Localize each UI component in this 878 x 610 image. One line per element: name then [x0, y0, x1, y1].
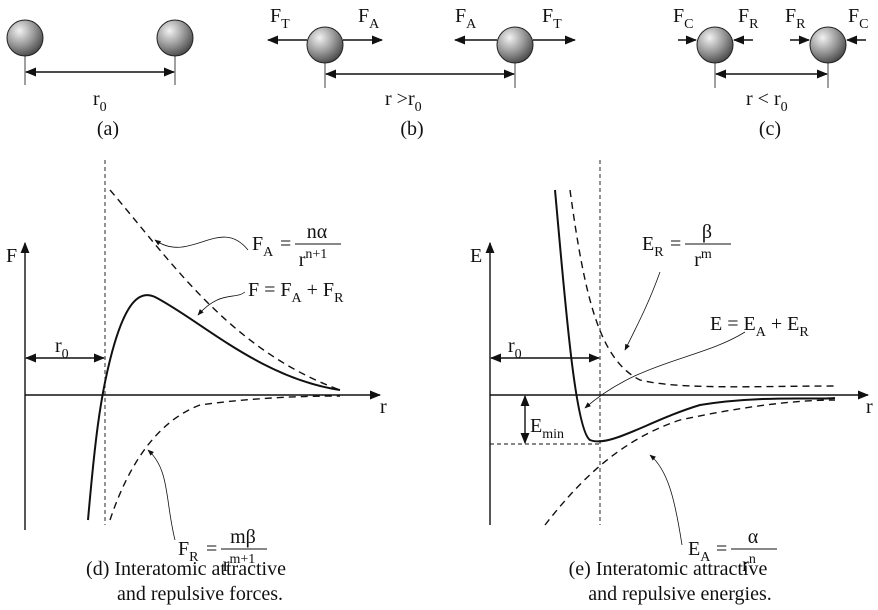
force-label: FR: [738, 5, 759, 32]
energy-plot: (e) Interatomic attractive and repulsive…: [470, 160, 873, 605]
numerator: mβ: [230, 526, 256, 548]
text-part: F: [455, 5, 466, 27]
script: n+1: [305, 247, 327, 262]
script: C: [684, 17, 693, 32]
text-part: + F: [302, 279, 334, 301]
caption: (d) Interatomic attractive: [86, 558, 286, 580]
script: 0: [515, 347, 522, 362]
text-part: E = E: [710, 313, 756, 335]
text-part: F: [738, 5, 749, 27]
script: C: [859, 17, 868, 32]
force-label: FT: [542, 5, 562, 32]
script: R: [189, 550, 199, 565]
emin-label: Emin: [530, 415, 564, 442]
text-part: E: [530, 415, 542, 437]
numerator: β: [702, 221, 712, 243]
distance-label: r < r0: [746, 88, 788, 115]
caption: (c): [759, 118, 781, 140]
text-part: F: [848, 5, 859, 27]
script: 0: [100, 100, 107, 115]
force-label: FC: [848, 5, 868, 32]
text-part: F: [542, 5, 553, 27]
text-part: F: [785, 5, 796, 27]
equation-lhs: FA: [252, 233, 274, 260]
script: A: [700, 550, 711, 565]
force-plot: (d) Interatomic attractive and repulsive…: [6, 160, 387, 605]
script: m: [701, 247, 712, 262]
text-part: F: [358, 5, 369, 27]
script: T: [281, 17, 290, 32]
equation-lhs: ER: [642, 233, 664, 260]
script: T: [553, 17, 562, 32]
script: n: [749, 552, 756, 567]
caption: (e) Interatomic attractive: [569, 558, 768, 580]
script: A: [466, 17, 477, 32]
script: 0: [62, 347, 69, 362]
force-label: FA: [358, 5, 380, 32]
caption: (b): [400, 118, 423, 140]
text-part: F: [252, 233, 263, 255]
script: min: [542, 427, 564, 442]
denominator: rn+1: [299, 247, 328, 271]
script: R: [654, 245, 664, 260]
caption: and repulsive energies.: [588, 583, 771, 605]
distance-label: r0: [93, 88, 107, 115]
axis-label: r: [866, 396, 873, 418]
top-row: (a) (b) (c): [7, 20, 866, 140]
caption: and repulsive forces.: [117, 583, 283, 605]
script: R: [796, 17, 806, 32]
numerator: α: [748, 526, 759, 548]
text-part: r >r: [385, 88, 415, 110]
script: A: [369, 17, 380, 32]
script: m+1: [229, 552, 255, 567]
force-label: FA: [455, 5, 477, 32]
text-part: F = F: [248, 279, 292, 301]
equals: =: [670, 233, 681, 255]
text-part: E: [688, 538, 700, 560]
equals: =: [716, 538, 727, 560]
text-part: + E: [766, 313, 800, 335]
force-label: FT: [270, 5, 290, 32]
equals: =: [206, 538, 217, 560]
force-label: FR: [785, 5, 806, 32]
force-label: FC: [673, 5, 693, 32]
axis-label: r: [380, 396, 387, 418]
script: 0: [415, 100, 422, 115]
sum-label: F = FA + FR: [248, 279, 344, 306]
script: R: [334, 291, 344, 306]
text-part: F: [673, 5, 684, 27]
script: R: [749, 17, 759, 32]
numerator: nα: [307, 221, 328, 243]
equals: =: [280, 233, 291, 255]
caption: (a): [97, 118, 119, 140]
axis-label: F: [6, 245, 17, 267]
diagram: (a) (b) (c) (d) Interatomic attractive a…: [0, 0, 878, 610]
denominator: rm: [694, 247, 712, 271]
text-part: F: [270, 5, 281, 27]
script: A: [263, 245, 274, 260]
text-part: E: [642, 233, 654, 255]
text-part: r < r: [746, 88, 781, 110]
sum-label: E = EA + ER: [710, 313, 809, 340]
distance-label: r >r0: [385, 88, 422, 115]
text-part: F: [178, 538, 189, 560]
script: 0: [781, 100, 788, 115]
axis-label: E: [470, 245, 482, 267]
script: R: [799, 325, 809, 340]
